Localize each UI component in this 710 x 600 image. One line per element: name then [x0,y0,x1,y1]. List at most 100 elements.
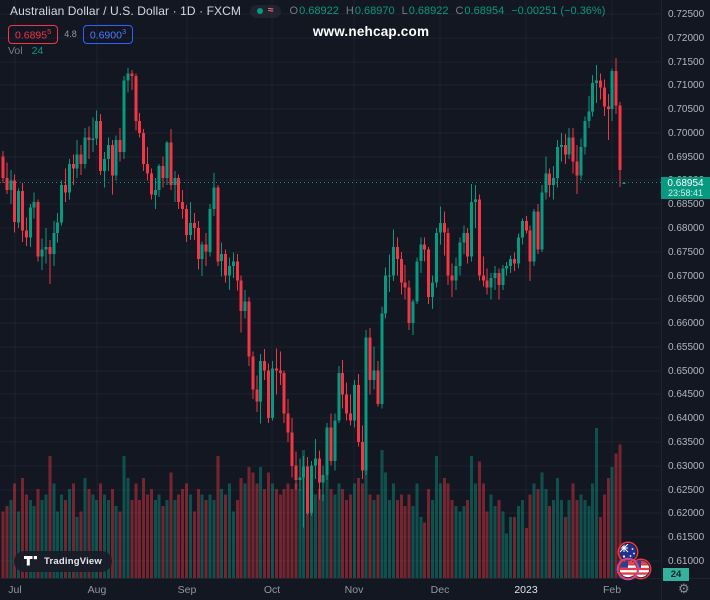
volume-bar [157,494,161,578]
economic-event-flags[interactable] [612,539,656,583]
volume-bar [388,500,392,578]
volume-bar [185,483,188,578]
candle-wick [475,185,476,228]
gear-icon[interactable]: ⚙ [678,581,690,596]
sell-button[interactable]: 0.68955 [8,25,59,44]
candle [349,413,352,421]
candle [415,261,419,302]
volume-bar [431,500,434,578]
candle [454,266,458,281]
volume-bar [99,483,103,578]
candle [220,254,224,262]
candle [196,228,200,259]
ohlc-values: O0.68922 H0.68970 L0.68922 C0.68954 −0.0… [290,5,606,17]
candle [395,247,399,259]
volume-bar [481,483,485,578]
candle [427,249,431,297]
candle [153,190,157,195]
symbol-title[interactable]: Australian Dollar / U.S. Dollar · 1D · F… [10,4,242,18]
time-axis-label: 2023 [514,584,538,596]
volume-bar [286,483,290,578]
volume-bar [501,511,505,578]
candle-wick [299,458,301,491]
candle-wick [596,64,598,103]
volume-bar [64,500,67,578]
candle [44,247,48,250]
volume-bar [622,574,626,578]
candle [134,75,138,121]
volume-bar [325,472,329,578]
volume-bar [149,489,153,578]
volume-bar [563,516,567,578]
candle [579,147,583,176]
candle [9,180,13,190]
volume-bar [548,505,552,578]
candle-wick [322,465,324,501]
delayed-data-icon: ≈ [268,5,274,16]
candle [595,80,599,83]
volume-bar [536,489,540,578]
candle [71,163,75,169]
candle [337,373,341,421]
candle [407,287,411,324]
candle-wick [275,348,277,395]
chart-canvas[interactable] [0,0,661,578]
volume-bar [134,483,138,578]
buy-button[interactable]: 0.69003 [82,25,134,44]
tradingview-logo[interactable]: TradingView [14,551,112,572]
volume-bar [517,505,520,578]
price-axis[interactable]: 0.72500 0.72000 0.71500 0.71000 0.70500 0.700… [662,0,710,578]
candle [474,199,477,202]
candle [446,232,450,276]
volume-bar [17,511,21,578]
volume-axis-badge: 24 [663,568,689,581]
volume-bar [419,516,423,578]
volume-bar [489,494,493,578]
candle [235,261,239,281]
volume-bar [532,483,536,578]
candle [228,266,231,276]
candle [103,159,106,171]
candle [563,144,567,155]
candle [528,230,532,262]
volume-bar [610,466,614,578]
volume-bar [161,505,165,578]
candle-wick [607,93,609,140]
time-axis-label: Oct [263,584,281,596]
data-status-pill[interactable]: ≈ [250,4,281,18]
candle [392,247,395,276]
volume-bar [208,494,212,578]
candle [13,180,17,223]
candle [106,144,110,160]
candle [403,282,407,288]
volume-bar [267,472,270,578]
candle [267,370,270,419]
volume-bar [395,500,399,578]
volume-bar [614,453,618,578]
volume-bar [403,505,407,578]
trade-buttons: 0.68955 4.8 0.69003 [8,25,134,44]
volume-value: 24 [31,45,44,57]
us-flag-icon [616,557,640,581]
candle-wick [506,262,508,276]
candle [399,258,403,283]
volume-bar [1,511,5,578]
candle [481,275,485,281]
volume-bar [310,489,313,578]
candle [181,201,185,209]
candle-wick [279,351,281,385]
time-axis[interactable]: Jul Aug Sep Oct Nov Dec 2023 Feb [0,579,710,600]
volume-bar [79,511,83,578]
candle [384,275,388,314]
candle [431,282,434,297]
volume-bar [567,500,571,578]
time-axis-label: Feb [602,584,622,596]
volume-bar [599,516,602,578]
price-axis-label: 0.63000 [668,461,705,472]
volume-bar [60,494,64,578]
volume-bar [67,489,71,578]
candle-wick [92,117,94,152]
candle [270,368,274,419]
candle [231,261,235,267]
